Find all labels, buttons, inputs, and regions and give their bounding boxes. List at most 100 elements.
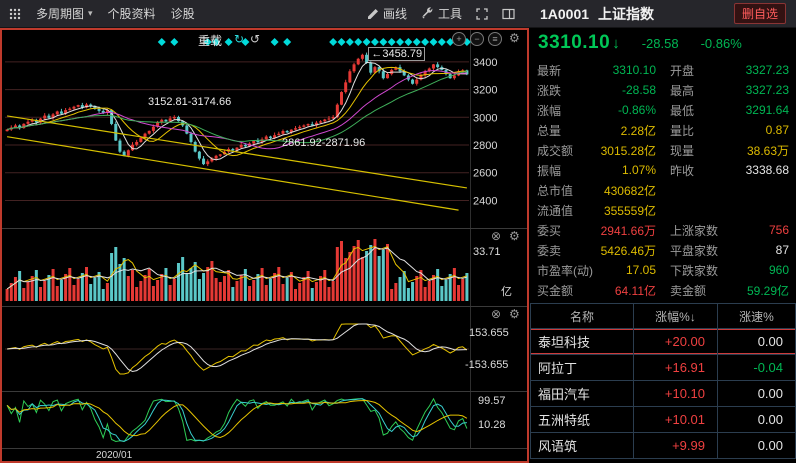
chart-region[interactable]: 3400 3200 3000 2800 2600 2400 重载 ↻ ↺ + − ≡ ⚙ … [0,28,529,463]
quote-row: 成交额 3015.28亿 现量 38.63万 [530,140,796,160]
toolbar-right-group: 画线 工具 [367,5,521,22]
quote-field-value: 3015.28亿 [600,143,656,158]
undo-refresh-icon[interactable]: ↺ [250,32,261,46]
quote-field: 涨跌 -28.58 [530,82,663,99]
multi-period-button[interactable]: 多周期图 ▾ [36,5,93,22]
zoom-out-icon[interactable]: − [470,32,484,46]
price-change: -28.58 [641,35,679,51]
kline-panel[interactable]: 3400 3200 3000 2800 2600 2400 重载 ↻ ↺ + − ≡ ⚙ … [2,30,527,228]
quote-row: 总市值 430682亿 [530,180,796,200]
quote-field: 平盘家数 87 [663,242,796,259]
table-row[interactable]: 阿拉丁 +16.91 -0.04 [530,355,796,381]
stock-info-button[interactable]: 个股资料 [107,7,156,21]
quote-field-label: 上涨家数 [670,223,719,238]
quote-field-value: -28.58 [621,83,656,97]
volume-panel[interactable]: 33.71 亿 ⊗ ⚙ [2,228,527,306]
quote-field-label: 涨幅 [537,103,562,118]
kline-chart[interactable]: 3400 3200 3000 2800 2600 2400 [2,30,527,228]
ind3-settings-gear-icon[interactable]: ⚙ [509,307,520,321]
quote-field-label: 最新 [537,63,562,78]
ranking-header-row: 名称 涨幅%↓ 涨速% [530,304,796,329]
zoom-in-icon[interactable]: + [452,32,466,46]
fullscreen-icon[interactable] [476,7,488,20]
layout-split-icon[interactable] [502,8,515,20]
quote-field-label: 最低 [670,103,695,118]
stock-name-cell[interactable]: 福田汽车 [530,381,634,406]
quote-field: 委卖 5426.46万 [530,242,663,259]
price-change-pct: -0.86% [700,35,742,51]
kline-controls: 重载 ↻ ↺ + − ≡ ⚙ [2,31,527,49]
quote-field-label: 卖金额 [670,283,707,298]
indicator4-chart[interactable] [2,392,527,448]
stock-code: 1A0001 [540,5,590,22]
quote-field-value: 2941.66万 [600,223,656,238]
price-row: 3310.10 ↓ -28.58 -0.86% [530,28,796,58]
ind3-top-label: 153.655 [469,327,509,339]
stock-name-cell[interactable]: 阿拉丁 [530,355,634,380]
quote-field-value: 0.87 [765,123,789,137]
diagnose-button[interactable]: 诊股 [170,7,195,21]
indicator3-panel[interactable]: 153.655 -153.655 ⊗ ⚙ [2,306,527,391]
change-speed-cell: 0.00 [718,407,796,432]
stock-name: 上证指数 [598,5,655,22]
draw-line-label: 画线 [382,7,407,21]
quote-row: 最新 3310.10 开盘 3327.23 [530,60,796,80]
tools-button[interactable]: 工具 [421,5,462,22]
quote-field: 最新 3310.10 [530,62,663,79]
table-row[interactable]: 五洲特纸 +10.01 0.00 [530,407,796,433]
ranking-header-1[interactable]: 涨幅%↓ [634,304,718,328]
quote-field: 卖金额 59.29亿 [663,282,796,299]
quote-field: 下跌家数 960 [663,262,796,279]
volume-settings-gear-icon[interactable]: ⚙ [509,229,520,243]
indicator4-panel[interactable]: 99.57 10.28 [2,391,527,448]
stock-name-cell[interactable]: 泰坦科技 [530,329,634,354]
volume-close-icon[interactable]: ⊗ [491,229,502,243]
quote-field-value: 87 [775,243,789,257]
table-row[interactable]: 泰坦科技 +20.00 0.00 [530,329,796,355]
quote-field: 量比 0.87 [663,122,796,139]
delete-watchlist-button[interactable]: 删自选 [733,3,786,24]
last-price: 3310.10 [538,32,611,53]
quote-row: 委卖 5426.46万 平盘家数 87 [530,240,796,260]
quote-field: 现量 38.63万 [663,142,796,159]
table-row[interactable]: 风语筑 +9.99 0.00 [530,433,796,459]
change-speed-cell: 0.00 [718,381,796,406]
quote-row: 涨幅 -0.86% 最低 3291.64 [530,100,796,120]
svg-text:2800: 2800 [473,140,497,152]
quote-field-label: 委卖 [537,243,562,258]
tools-label: 工具 [437,7,462,21]
table-row[interactable]: 福田汽车 +10.10 0.00 [530,381,796,407]
quote-field: 买金额 64.11亿 [530,282,663,299]
quote-field-label: 市盈率(动) [537,263,593,278]
kline-settings-gear-icon[interactable]: ⚙ [509,31,520,45]
ranking-header-2[interactable]: 涨速% [718,304,796,328]
quote-field-value: 17.05 [625,263,656,277]
quote-field: 最低 3291.64 [663,102,796,119]
quote-field: 振幅 1.07% [530,162,663,179]
quote-field-label: 总市值 [537,183,574,198]
volume-chart[interactable] [2,229,527,306]
quote-field-value: 64.11亿 [614,283,656,298]
draw-line-button[interactable]: 画线 [367,5,407,22]
quote-field-label: 量比 [670,123,695,138]
quote-grid: 最新 3310.10 开盘 3327.23 涨跌 -28.58 最高 3327.23 涨幅 -0.… [530,58,796,300]
ind3-close-icon[interactable]: ⊗ [491,307,502,321]
refresh-icon[interactable]: ↻ [234,32,245,46]
panel-menu-icon[interactable]: ≡ [488,32,502,46]
quote-row: 市盈率(动) 17.05 下跌家数 960 [530,260,796,280]
stock-name-cell[interactable]: 风语筑 [530,433,634,458]
indicator3-chart[interactable] [2,307,527,391]
quote-field-value: 38.63万 [746,143,789,158]
stock-name-cell[interactable]: 五洲特纸 [530,407,634,432]
menu-grid-icon[interactable] [9,8,21,20]
ranking-header-0[interactable]: 名称 [530,304,634,328]
reload-button[interactable]: 重载 [198,34,223,48]
quote-field-label: 下跌家数 [670,263,719,278]
volume-unit-label: 亿 [501,286,512,298]
quote-field: 开盘 3327.23 [663,62,796,79]
wrench-icon [422,7,433,19]
quote-row: 流通值 355559亿 [530,200,796,220]
quote-field: 流通值 355559亿 [530,202,663,219]
xaxis-row: 2020/01 [2,448,527,461]
